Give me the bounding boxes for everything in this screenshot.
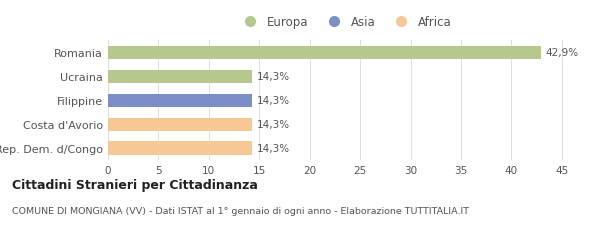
Text: 14,3%: 14,3% xyxy=(257,72,290,82)
Bar xyxy=(108,118,252,131)
Bar xyxy=(108,71,252,84)
Bar xyxy=(108,47,541,60)
Bar xyxy=(108,142,252,155)
Text: COMUNE DI MONGIANA (VV) - Dati ISTAT al 1° gennaio di ogni anno - Elaborazione T: COMUNE DI MONGIANA (VV) - Dati ISTAT al … xyxy=(12,206,469,215)
Text: 42,9%: 42,9% xyxy=(545,48,579,58)
Text: 14,3%: 14,3% xyxy=(257,143,290,153)
Legend: Europa, Asia, Africa: Europa, Asia, Africa xyxy=(233,11,457,34)
Bar xyxy=(108,94,252,107)
Text: 14,3%: 14,3% xyxy=(257,96,290,106)
Text: 14,3%: 14,3% xyxy=(257,120,290,130)
Text: Cittadini Stranieri per Cittadinanza: Cittadini Stranieri per Cittadinanza xyxy=(12,179,258,192)
